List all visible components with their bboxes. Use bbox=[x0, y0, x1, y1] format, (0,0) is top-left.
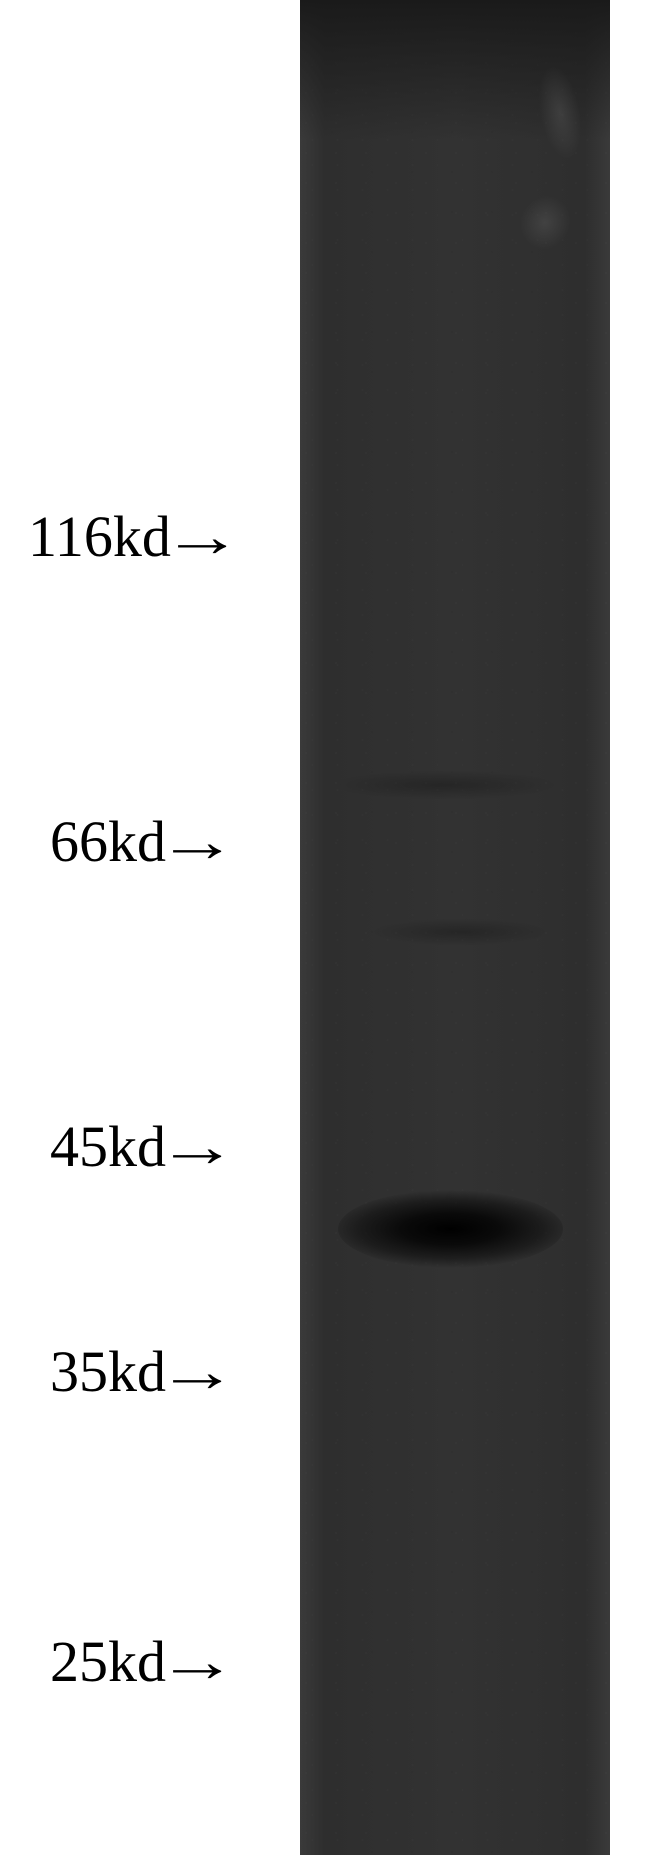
arrow-right-icon: → bbox=[156, 1113, 237, 1180]
arrow-right-icon: → bbox=[156, 808, 237, 875]
mw-marker-label: 25kd→ bbox=[50, 1628, 226, 1695]
mw-marker-label: 66kd→ bbox=[50, 808, 226, 875]
faint-band bbox=[370, 918, 550, 946]
arrow-right-icon: → bbox=[161, 503, 242, 570]
arrow-right-icon: → bbox=[156, 1338, 237, 1405]
marker-text: 25kd bbox=[50, 1629, 166, 1694]
marker-text: 35kd bbox=[50, 1339, 166, 1404]
marker-text: 45kd bbox=[50, 1114, 166, 1179]
marker-text: 116kd bbox=[28, 504, 171, 569]
marker-text: 66kd bbox=[50, 809, 166, 874]
protein-band-main bbox=[338, 1190, 563, 1268]
mw-marker-label: 35kd→ bbox=[50, 1338, 226, 1405]
arrow-right-icon: → bbox=[156, 1628, 237, 1695]
mw-marker-label: 45kd→ bbox=[50, 1113, 226, 1180]
mw-marker-label: 116kd→ bbox=[28, 503, 231, 570]
faint-band bbox=[330, 770, 560, 800]
